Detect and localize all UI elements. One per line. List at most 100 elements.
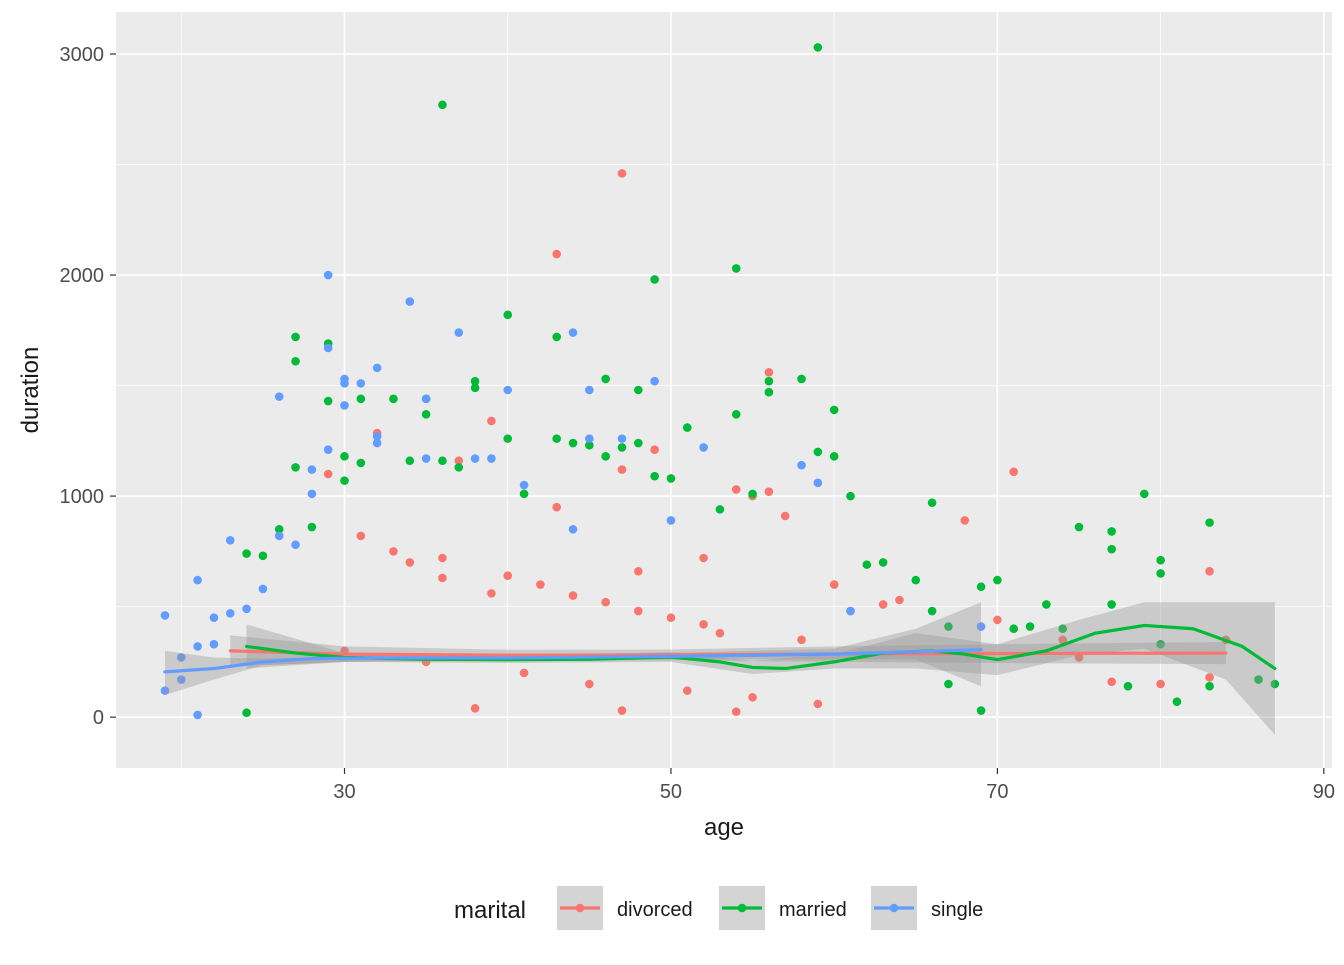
legend-label-divorced: divorced	[617, 899, 693, 921]
point-married	[1107, 527, 1116, 536]
point-divorced	[487, 589, 496, 598]
point-married	[927, 606, 937, 616]
point-single	[356, 379, 366, 388]
point-married	[829, 405, 839, 415]
point-divorced	[715, 628, 725, 638]
point-divorced	[438, 573, 447, 583]
point-married	[715, 505, 725, 514]
point-divorced	[797, 635, 806, 645]
point-divorced	[1107, 677, 1116, 687]
point-divorced	[699, 620, 708, 629]
point-married	[617, 443, 627, 452]
point-married	[258, 551, 268, 561]
point-married	[503, 434, 513, 443]
point-married	[356, 458, 366, 468]
point-single	[503, 385, 513, 395]
point-divorced	[1205, 673, 1214, 682]
point-divorced	[617, 169, 627, 178]
point-divorced	[666, 613, 676, 622]
data-points	[160, 43, 1280, 720]
point-married	[1107, 544, 1116, 554]
point-single	[307, 489, 317, 499]
point-married	[1107, 600, 1116, 609]
point-single	[323, 270, 333, 280]
point-single	[291, 540, 300, 550]
legend-point-married	[737, 903, 747, 913]
point-divorced	[748, 692, 757, 702]
point-single	[650, 376, 659, 386]
point-single	[976, 622, 986, 631]
point-single	[372, 438, 382, 448]
point-married	[650, 471, 659, 481]
point-divorced	[503, 571, 513, 580]
point-single	[585, 385, 594, 395]
point-divorced	[1205, 566, 1214, 576]
point-divorced	[731, 485, 741, 494]
point-single	[585, 434, 594, 443]
point-married	[568, 438, 578, 448]
point-single	[470, 454, 480, 463]
point-single	[258, 584, 268, 594]
point-single	[813, 478, 823, 488]
point-married	[976, 706, 986, 715]
point-married	[1156, 555, 1165, 565]
point-divorced	[1156, 679, 1165, 689]
point-married	[764, 387, 774, 397]
point-married	[1205, 681, 1214, 691]
point-single	[568, 524, 578, 534]
point-married	[323, 396, 333, 406]
point-single	[160, 611, 170, 620]
point-divorced	[960, 516, 970, 525]
smooth-single	[163, 648, 983, 674]
point-single	[421, 394, 431, 404]
point-married	[340, 476, 349, 485]
point-single	[242, 604, 251, 614]
point-married	[1058, 624, 1067, 634]
point-divorced	[617, 465, 627, 474]
point-married	[1042, 600, 1051, 609]
point-divorced	[470, 704, 480, 713]
point-divorced	[829, 580, 839, 589]
y-tick-label: 2000	[60, 265, 105, 287]
point-married	[552, 332, 561, 342]
point-married	[421, 410, 431, 419]
point-married	[601, 452, 610, 461]
grid-major	[116, 12, 1332, 768]
point-single	[519, 480, 529, 490]
point-married	[993, 575, 1002, 585]
point-married	[291, 332, 300, 342]
point-single	[323, 445, 333, 454]
x-tick-label: 50	[660, 781, 682, 803]
legend-point-single	[889, 903, 899, 913]
point-married	[242, 549, 251, 558]
point-married	[634, 438, 643, 448]
point-married	[1156, 569, 1165, 578]
point-single	[193, 710, 202, 720]
plot-panel	[116, 12, 1332, 768]
point-divorced	[536, 580, 545, 589]
point-divorced	[519, 668, 529, 678]
point-divorced	[405, 558, 415, 567]
point-married	[356, 394, 366, 404]
point-single	[209, 613, 219, 622]
point-divorced	[568, 591, 578, 600]
axis-ticks: 30 50 70 90 0 1000 2000 3000	[60, 44, 1335, 803]
point-married	[438, 456, 447, 466]
point-divorced	[634, 566, 643, 576]
point-married	[911, 575, 921, 585]
point-single	[372, 432, 382, 441]
legend-point-divorced	[575, 903, 585, 913]
point-divorced	[438, 553, 447, 563]
point-single	[797, 460, 806, 470]
y-axis-label: duration	[17, 347, 44, 434]
point-married	[813, 447, 823, 457]
point-divorced	[731, 707, 741, 716]
point-single	[176, 675, 186, 684]
point-married	[682, 423, 692, 432]
point-divorced	[1058, 635, 1067, 645]
point-married	[1123, 681, 1133, 691]
point-single	[176, 653, 186, 662]
point-married	[813, 43, 823, 52]
point-married	[274, 524, 284, 534]
